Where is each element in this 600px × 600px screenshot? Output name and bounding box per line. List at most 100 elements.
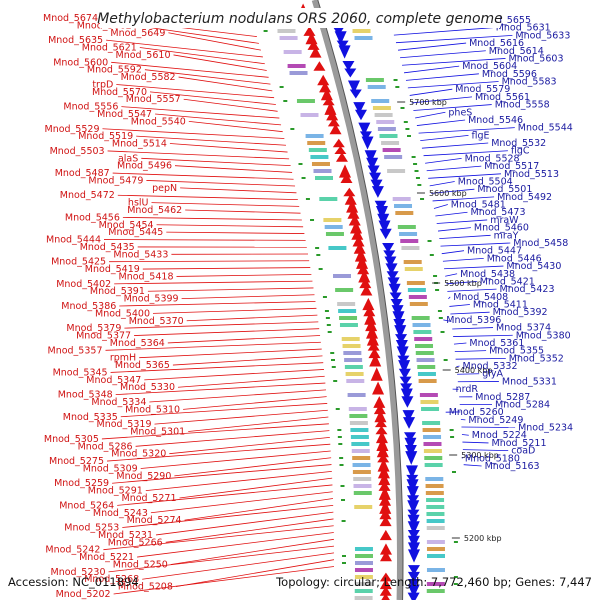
left-gene-label: Mnod_5330	[120, 382, 175, 393]
left-strand-gene	[327, 117, 340, 127]
marker-dot	[415, 177, 420, 179]
feature-band	[352, 456, 371, 460]
tick-label: 5600 kbp	[429, 189, 467, 198]
right-gene-label: Mnod_5374	[496, 323, 551, 334]
left-leader-line	[114, 280, 313, 285]
left-strand-gene	[350, 220, 363, 234]
right-leader-line	[429, 181, 455, 187]
feature-band	[332, 274, 351, 278]
feature-band	[350, 435, 369, 439]
feature-band	[349, 414, 368, 418]
feature-band	[387, 169, 406, 173]
feature-band	[308, 148, 327, 152]
feature-band	[415, 344, 434, 348]
left-leader-line	[105, 341, 321, 351]
right-strand-gene	[396, 346, 409, 360]
marker-dot	[326, 324, 331, 326]
left-gene-label: Mnod_5435	[80, 242, 135, 253]
backbone-arc	[311, 0, 403, 600]
right-gene-label: flgC	[511, 146, 530, 157]
feature-band	[354, 596, 373, 600]
left-gene-label: Mnod_5271	[122, 493, 177, 504]
marker-dot	[331, 366, 336, 368]
right-gene-label: Mnod_5352	[509, 353, 564, 364]
accession-text: Accession: NC_011894	[8, 575, 139, 589]
right-gene-label: Mnod_5287	[475, 392, 530, 403]
feature-band	[311, 162, 330, 166]
left-gene-label: Mnod_5503	[50, 146, 105, 157]
left-strand-gene	[305, 31, 318, 45]
right-leader-line	[454, 350, 487, 353]
feature-band	[426, 512, 445, 516]
feature-band	[426, 519, 445, 523]
left-leader-line	[139, 47, 265, 65]
left-leader-line	[116, 84, 275, 99]
marker-dot	[322, 296, 327, 298]
right-leader-line	[444, 265, 504, 270]
right-gene-label: mraW	[490, 215, 519, 226]
left-strand-gene	[320, 87, 333, 101]
left-gene-label: Mnod_5357	[48, 345, 103, 356]
gene-features	[263, 3, 458, 600]
left-strand-gene	[379, 578, 392, 590]
left-leader-line	[183, 396, 327, 410]
marker-dot	[453, 541, 458, 543]
left-leader-line	[140, 450, 331, 469]
left-gene-label: Mnod_5221	[79, 552, 134, 563]
feature-band	[354, 589, 373, 593]
right-leader-line	[436, 219, 488, 224]
left-strand-gene	[329, 123, 342, 135]
feature-band	[409, 302, 428, 306]
left-strand-labels: Mnod_5674Mnod_5662Mnod_5649Mnod_5635Mnod…	[43, 13, 186, 600]
feature-band	[339, 323, 358, 327]
right-strand-gene	[385, 263, 398, 275]
left-gene-label: Mnod_5335	[63, 412, 118, 423]
left-leader-line	[154, 409, 328, 425]
marker-dot	[413, 163, 418, 165]
right-strand-gene	[344, 68, 357, 78]
left-gene-label: Mnod_5649	[110, 28, 165, 39]
left-leader-line	[121, 106, 280, 119]
left-leader-line	[103, 239, 306, 241]
right-strand-gene	[354, 109, 367, 121]
left-gene-label: Mnod_5472	[60, 190, 115, 201]
feature-band	[337, 302, 356, 306]
right-strand-gene	[407, 495, 420, 505]
feature-band	[351, 442, 370, 446]
right-gene-label: Mnod_5355	[489, 346, 544, 357]
left-strand-gene	[365, 318, 378, 332]
feature-band	[354, 36, 373, 40]
right-strand-gene	[389, 292, 402, 302]
right-strand-gene	[404, 432, 417, 442]
marker-dot	[341, 562, 346, 564]
marker-dot	[411, 156, 416, 158]
feature-band	[414, 337, 433, 341]
marker-dot	[333, 380, 338, 382]
right-strand-labels: Mnod_5655Mnod_5631Mnod_5633Mnod_5616Mnod…	[446, 15, 573, 472]
left-strand-gene	[352, 235, 365, 247]
right-strand-gene	[386, 271, 399, 281]
left-leader-line	[183, 98, 278, 112]
feature-band	[352, 29, 371, 33]
feature-band	[407, 288, 426, 292]
left-leader-line	[112, 172, 294, 180]
tick-label: 5200 kbp	[464, 534, 502, 543]
left-gene-label: Mnod_5391	[90, 286, 145, 297]
left-gene-label: Mnod_5433	[113, 249, 168, 260]
feature-band	[310, 155, 329, 159]
marker-dot	[341, 499, 346, 501]
right-gene-label: flgE	[472, 130, 490, 141]
left-leader-line	[122, 216, 302, 221]
right-gene-label: nrdR	[456, 384, 479, 395]
feature-band	[423, 449, 442, 453]
feature-band	[367, 85, 386, 89]
left-leader-line	[142, 267, 311, 270]
right-gene-label: Mnod_5513	[504, 169, 559, 180]
right-gene-label: Mnod_5558	[495, 100, 550, 111]
left-leader-line	[112, 464, 332, 484]
left-leader-line	[184, 498, 334, 521]
right-leader-line	[432, 196, 495, 202]
left-strand-gene	[303, 26, 316, 36]
feature-band	[300, 113, 319, 117]
feature-band	[425, 477, 444, 481]
